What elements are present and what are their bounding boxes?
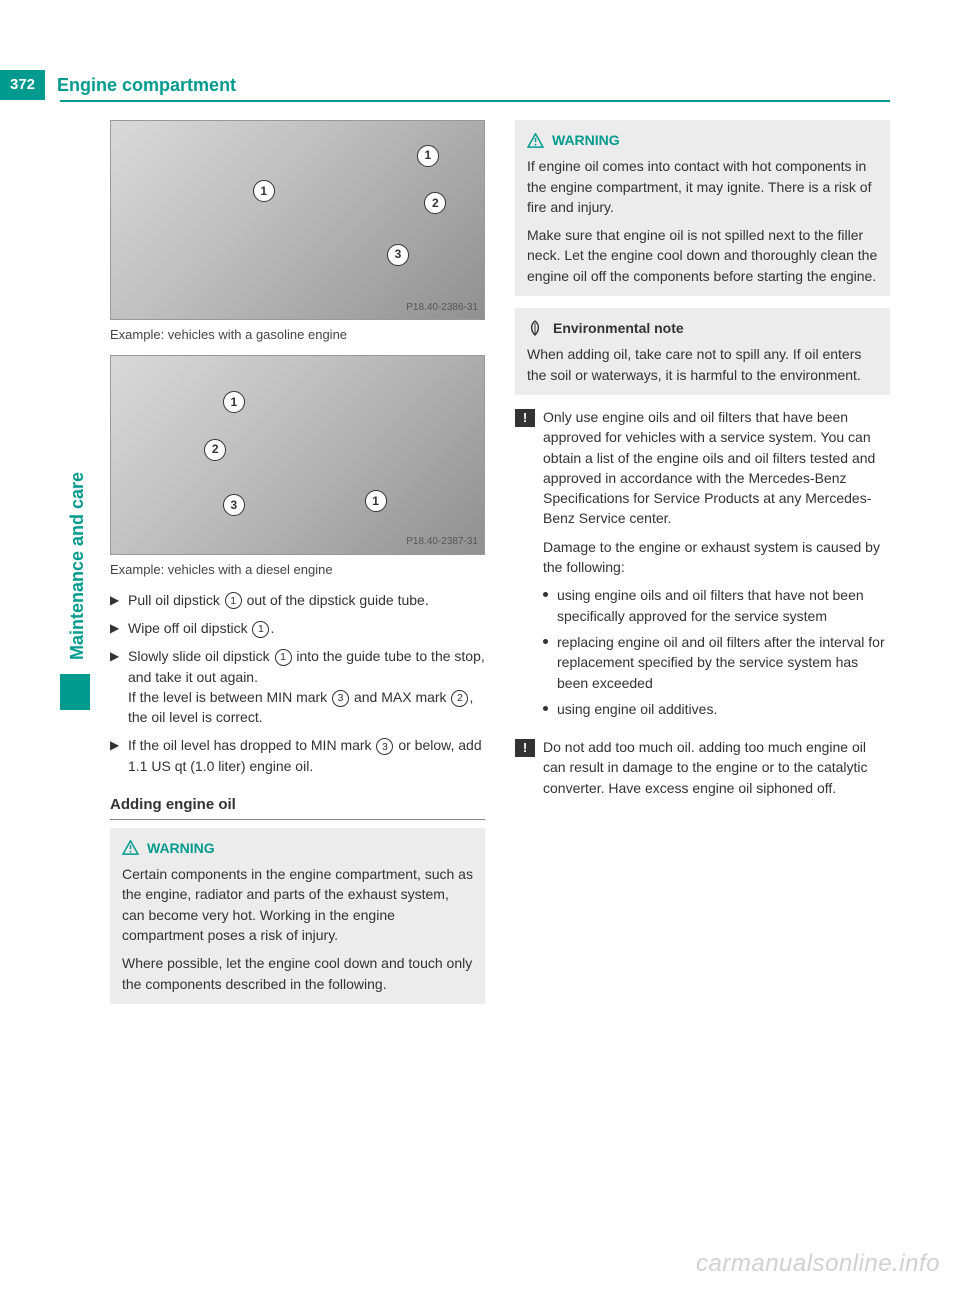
figure-callout: 3 [223, 494, 245, 516]
step-text: Slowly slide oil dipstick 1 into the gui… [128, 646, 485, 727]
warning-box: WARNING If engine oil comes into contact… [515, 120, 890, 296]
caution-note: ! Only use engine oils and oil filters t… [515, 407, 890, 727]
callout-ref: 2 [451, 690, 468, 707]
figure-callout: 2 [424, 192, 446, 214]
environmental-note-box: Environmental note When adding oil, take… [515, 308, 890, 395]
step-item: ▶ Pull oil dipstick 1 out of the dipstic… [110, 590, 485, 610]
bullet-item: using engine oils and oil filters that h… [543, 585, 890, 626]
note-para: Do not add too much oil. adding too much… [543, 737, 890, 798]
note-para: Damage to the engine or exhaust system i… [543, 537, 890, 578]
figure-gasoline-engine: P18.40-2386-31 1 1 2 3 [110, 120, 485, 320]
section-title: Engine compartment [45, 70, 248, 100]
warning-heading: WARNING [527, 130, 878, 150]
warning-triangle-icon [122, 840, 139, 855]
warning-box: WARNING Certain components in the engine… [110, 828, 485, 1004]
note-body: Do not add too much oil. adding too much… [543, 737, 890, 806]
warning-title: WARNING [552, 130, 620, 150]
warning-para: Make sure that engine oil is not spilled… [527, 225, 878, 286]
env-para: When adding oil, take care not to spill … [527, 344, 878, 385]
env-title: Environmental note [553, 318, 684, 338]
side-tab-accent [60, 674, 90, 710]
exclamation-icon: ! [515, 409, 535, 427]
callout-ref: 1 [252, 621, 269, 638]
step-arrow-icon: ▶ [110, 735, 128, 776]
step-item: ▶ If the oil level has dropped to MIN ma… [110, 735, 485, 776]
note-bullet-list: using engine oils and oil filters that h… [543, 585, 890, 719]
note-body: Only use engine oils and oil filters tha… [543, 407, 890, 727]
step-arrow-icon: ▶ [110, 590, 128, 610]
side-tab-label: Maintenance and care [64, 472, 90, 660]
figure-callout: 1 [253, 180, 275, 202]
left-column: P18.40-2386-31 1123 Example: vehicles wi… [110, 120, 485, 1016]
leaf-icon [527, 320, 543, 336]
page-number: 372 [0, 70, 45, 100]
figure-diesel-engine: P18.40-2387-31 1 2 3 1 [110, 355, 485, 555]
warning-para: Where possible, let the engine cool down… [122, 953, 473, 994]
step-item: ▶ Slowly slide oil dipstick 1 into the g… [110, 646, 485, 727]
figure-callout: 1 [417, 145, 439, 167]
right-column: WARNING If engine oil comes into contact… [515, 120, 890, 1016]
callout-ref: 3 [332, 690, 349, 707]
callout-ref: 3 [376, 738, 393, 755]
figure-code: P18.40-2386-31 [406, 301, 478, 316]
header-rule [60, 100, 890, 102]
figure-caption: Example: vehicles with a diesel engine [110, 561, 485, 580]
bullet-item: using engine oil additives. [543, 699, 890, 719]
watermark: carmanualsonline.info [696, 1247, 940, 1282]
step-text: If the oil level has dropped to MIN mark… [128, 735, 485, 776]
figure-callout: 1 [223, 391, 245, 413]
callout-ref: 1 [275, 649, 292, 666]
subheading: Adding engine oil [110, 794, 485, 820]
warning-title: WARNING [147, 838, 215, 858]
side-tab: Maintenance and care [60, 410, 90, 670]
figure-callout: 2 [204, 439, 226, 461]
bullet-item: replacing engine oil and oil filters aft… [543, 632, 890, 693]
figure-code: P18.40-2387-31 [406, 535, 478, 550]
content-columns: P18.40-2386-31 1123 Example: vehicles wi… [110, 120, 890, 1016]
step-arrow-icon: ▶ [110, 646, 128, 727]
env-heading: Environmental note [527, 318, 878, 338]
header-bar: 372 Engine compartment [0, 70, 248, 100]
step-item: ▶ Wipe off oil dipstick 1. [110, 618, 485, 638]
figure-callout: 1 [365, 490, 387, 512]
caution-note: ! Do not add too much oil. adding too mu… [515, 737, 890, 806]
figure-callout: 3 [387, 244, 409, 266]
exclamation-icon: ! [515, 739, 535, 757]
warning-para: If engine oil comes into contact with ho… [527, 156, 878, 217]
warning-triangle-icon [527, 133, 544, 148]
manual-page: 372 Engine compartment Maintenance and c… [0, 0, 960, 1302]
step-arrow-icon: ▶ [110, 618, 128, 638]
warning-para: Certain components in the engine compart… [122, 864, 473, 945]
callout-ref: 1 [225, 592, 242, 609]
step-text: Wipe off oil dipstick 1. [128, 618, 485, 638]
note-para: Only use engine oils and oil filters tha… [543, 407, 890, 529]
warning-heading: WARNING [122, 838, 473, 858]
figure-caption: Example: vehicles with a gasoline engine [110, 326, 485, 345]
step-text: Pull oil dipstick 1 out of the dipstick … [128, 590, 485, 610]
